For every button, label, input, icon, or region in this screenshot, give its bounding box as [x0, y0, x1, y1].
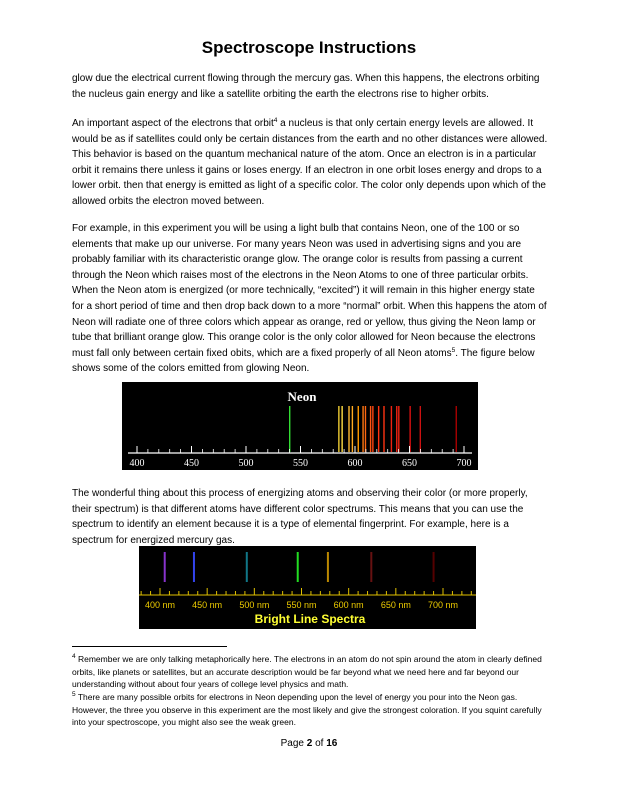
mercury-tick-label: 450 nm — [192, 600, 222, 610]
mercury-caption: Bright Line Spectra — [255, 612, 366, 626]
paragraph-text: a nucleus is that only certain energy le… — [72, 118, 548, 207]
footnote-separator — [72, 646, 227, 647]
neon-tick-label: 500 — [239, 458, 254, 469]
footnote-text: Remember we are only talking metaphorica… — [72, 654, 542, 690]
footnote-number: 4 — [72, 653, 76, 660]
mercury-tick-label: 650 nm — [381, 600, 411, 610]
footnote-number: 5 — [72, 691, 76, 698]
mercury-tick-label: 600 nm — [334, 600, 364, 610]
paragraph-fingerprint: The wonderful thing about this process o… — [72, 488, 528, 546]
paragraph-energy-levels: An important aspect of the electrons tha… — [72, 116, 548, 210]
neon-tick-label: 450 — [184, 458, 199, 469]
paragraph-text: . The figure below shows some of the col… — [72, 347, 535, 375]
neon-label: Neon — [288, 389, 318, 404]
mercury-spectrum-graphic: 400 nm 450 nm 500 nm 550 nm 600 nm 650 nm 700 … — [139, 552, 476, 626]
mercury-tick-label: 400 nm — [145, 600, 175, 610]
footer-page-word: Page — [280, 738, 304, 749]
footnote-ref-4: 4 — [273, 117, 278, 124]
neon-tick-label: 400 — [130, 458, 145, 469]
neon-tick-label: 700 — [457, 458, 472, 469]
page-footer: Page 2 of 16 — [0, 738, 618, 749]
paragraph-neon-example: For example, in this experiment you will… — [72, 221, 548, 377]
mercury-tick-label: 500 nm — [239, 600, 269, 610]
footnote-5: 5 There are many possible orbits for ele… — [72, 691, 548, 729]
paragraph-text: For example, in this experiment you will… — [72, 223, 547, 359]
mercury-tick-label: 550 nm — [286, 600, 316, 610]
footer-of-word: of — [315, 738, 324, 749]
neon-tick-label: 600 — [348, 458, 363, 469]
paragraph-text: An important aspect of the electrons tha… — [72, 118, 274, 129]
neon-spectrum-graphic: Neon 400 450 500 550 600 650 700 — [128, 389, 472, 469]
footer-page-number: 2 — [306, 738, 313, 749]
footer-page-total: 16 — [326, 738, 338, 749]
neon-tick-label: 650 — [402, 458, 417, 469]
footnote-text: There are many possible orbits for elect… — [72, 692, 542, 728]
paragraph-mercury-glow: glow due the electrical current flowing … — [72, 73, 540, 100]
neon-spectrum-figure: Neon 400 450 500 550 600 650 700 — [122, 382, 478, 470]
mercury-tick-label: 700 nm — [428, 600, 458, 610]
mercury-spectrum-figure: 400 nm 450 nm 500 nm 550 nm 600 nm 650 nm 700 … — [139, 546, 476, 629]
neon-tick-label: 550 — [293, 458, 308, 469]
footnote-4: 4 Remember we are only talking metaphori… — [72, 653, 548, 691]
footnote-ref-5: 5 — [451, 346, 456, 354]
document-title: Spectroscope Instructions — [201, 38, 417, 57]
